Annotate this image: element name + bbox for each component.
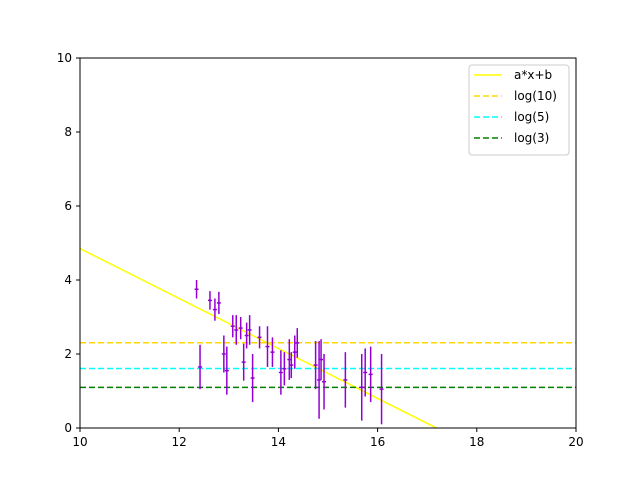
data-point bbox=[247, 315, 252, 345]
data-point bbox=[224, 346, 229, 395]
legend: a*x+b log(10) log(5) log(3) bbox=[468, 64, 570, 156]
x-tick-label: 14 bbox=[271, 435, 286, 449]
data-point bbox=[238, 317, 243, 340]
data-point bbox=[278, 350, 283, 395]
data-point bbox=[282, 352, 287, 386]
legend-label: log(3) bbox=[514, 131, 549, 145]
axes-frame bbox=[79, 57, 577, 429]
y-axis: 0 2 4 6 8 10 bbox=[57, 51, 80, 435]
data-point bbox=[257, 326, 262, 349]
data-point bbox=[241, 343, 246, 381]
data-point bbox=[289, 352, 294, 379]
data-point bbox=[379, 354, 384, 425]
data-point bbox=[265, 326, 270, 367]
x-tick-label: 12 bbox=[172, 435, 187, 449]
data-point bbox=[359, 354, 364, 421]
data-point bbox=[270, 337, 275, 367]
legend-label: a*x+b bbox=[514, 68, 552, 82]
data-point bbox=[295, 328, 300, 358]
data-point bbox=[221, 335, 226, 373]
data-point bbox=[244, 322, 249, 349]
y-tick-label: 10 bbox=[57, 51, 72, 65]
series-line-0 bbox=[80, 247, 439, 428]
data-point bbox=[194, 280, 199, 299]
y-tick-label: 4 bbox=[64, 273, 72, 287]
data-point bbox=[250, 354, 255, 403]
data-point bbox=[212, 298, 217, 321]
data-point bbox=[313, 341, 318, 390]
y-tick-label: 6 bbox=[64, 199, 72, 213]
data-point bbox=[292, 335, 297, 369]
legend-box bbox=[468, 64, 570, 156]
data-point bbox=[207, 291, 212, 310]
data-point bbox=[319, 339, 324, 380]
x-tick-label: 18 bbox=[469, 435, 484, 449]
y-tick-label: 2 bbox=[64, 347, 72, 361]
data-point bbox=[322, 354, 327, 410]
data-point bbox=[230, 315, 235, 338]
data-point bbox=[216, 291, 221, 315]
y-tick-label: 0 bbox=[64, 421, 72, 435]
x-tick-label: 16 bbox=[370, 435, 385, 449]
data-point bbox=[198, 344, 203, 390]
legend-label: log(5) bbox=[514, 110, 549, 124]
x-tick-label: 20 bbox=[568, 435, 583, 449]
data-point bbox=[343, 352, 348, 408]
x-tick-label: 10 bbox=[72, 435, 87, 449]
y-tick-label: 8 bbox=[64, 125, 72, 139]
data-point bbox=[368, 346, 373, 403]
data-point bbox=[363, 348, 368, 397]
data-point bbox=[234, 315, 239, 345]
x-axis: 10 12 14 16 18 20 bbox=[72, 428, 584, 449]
plot-area bbox=[80, 247, 576, 428]
legend-label: log(10) bbox=[514, 89, 557, 103]
